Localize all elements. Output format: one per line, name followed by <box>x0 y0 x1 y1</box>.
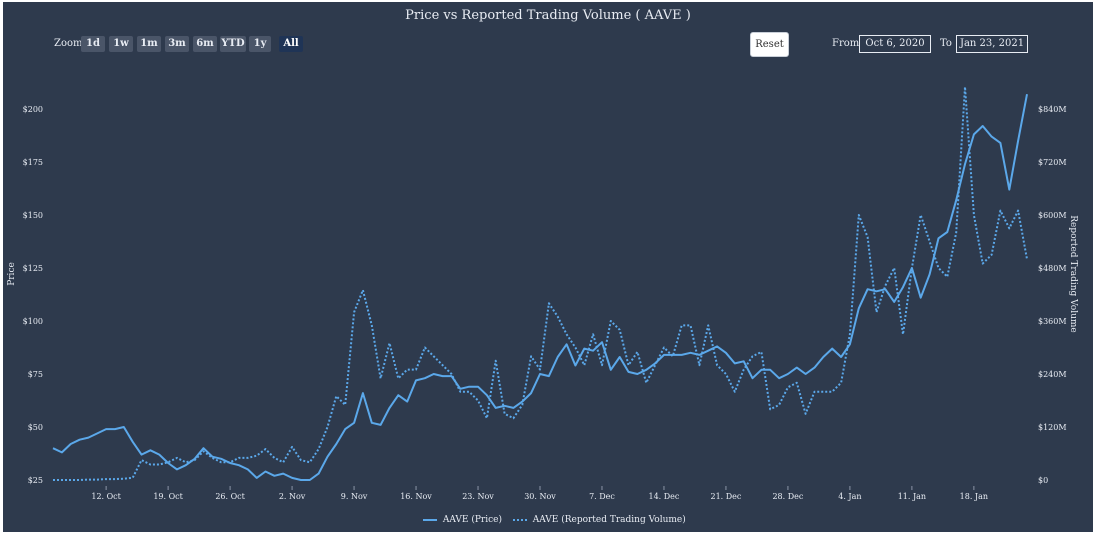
y-axis-left-title: Price <box>7 262 17 286</box>
y-right-tick-label: $720M <box>1038 158 1067 167</box>
y-axis-right-title: Reported Trading Volume <box>1068 215 1078 333</box>
x-tick-label: 30. Nov <box>524 492 556 501</box>
x-tick-label: 28. Dec <box>772 492 803 501</box>
y-left-tick-label: $50 <box>28 423 43 432</box>
zoom-button-3m[interactable]: 3m <box>165 36 189 52</box>
y-left-tick-label: $200 <box>23 105 43 114</box>
x-tick-label: 7. Dec <box>589 492 615 501</box>
y-left-tick-label: $100 <box>23 317 43 326</box>
zoom-button-1d[interactable]: 1d <box>81 36 105 52</box>
x-tick-label: 14. Dec <box>649 492 680 501</box>
x-tick-label: 21. Dec <box>710 492 741 501</box>
price-series-line[interactable] <box>52 94 1028 481</box>
x-tick-label: 16. Nov <box>400 492 432 501</box>
zoom-button-1y[interactable]: 1y <box>249 36 271 52</box>
volume-series-line[interactable] <box>53 85 1028 481</box>
y-left-tick-label: $150 <box>23 211 43 220</box>
legend-item-volume[interactable]: AAVE (Reported Trading Volume) <box>532 515 686 525</box>
y-right-tick-label: $360M <box>1038 317 1067 326</box>
legend-swatch-dotted <box>512 519 527 521</box>
y-right-tick-label: $240M <box>1038 370 1067 379</box>
x-tick-label: 4. Jan <box>838 492 861 501</box>
from-date-input[interactable]: Oct 6, 2020 <box>859 35 931 53</box>
reset-zoom-button[interactable]: Reset <box>750 32 789 57</box>
x-tick-label: 18. Jan <box>960 492 988 501</box>
to-label: To <box>940 38 952 49</box>
chart-container: $25 $50 $75 $100 $125 $150 $175 $200 $0 $120M $24… <box>3 2 1093 532</box>
y-right-tick-label: $600M <box>1038 211 1067 220</box>
y-left-tick-label: $125 <box>23 264 43 273</box>
x-tick-label: 11. Jan <box>898 492 926 501</box>
chart-title: Price vs Reported Trading Volume ( AAVE … <box>405 8 691 23</box>
legend-item-price[interactable]: AAVE (Price) <box>442 515 502 525</box>
y-left-tick-label: $175 <box>23 158 43 167</box>
y-right-tick-label: $480M <box>1038 264 1067 273</box>
x-tick-label: 26. Oct <box>215 492 245 501</box>
x-tick-label: 23. Nov <box>462 492 494 501</box>
zoom-button-1m[interactable]: 1m <box>137 36 161 52</box>
zoom-button-all[interactable]: All <box>279 36 303 52</box>
zoom-button-6m[interactable]: 6m <box>193 36 217 52</box>
legend-swatch-solid <box>423 519 437 521</box>
legend: AAVE (Price) AAVE (Reported Trading Volu… <box>423 515 686 526</box>
x-tick-label: 19. Oct <box>153 492 183 501</box>
y-left-tick-label: $25 <box>28 476 43 485</box>
zoom-button-1w[interactable]: 1w <box>109 36 133 52</box>
x-tick-label: 2. Nov <box>279 492 306 501</box>
chart-canvas: $25 $50 $75 $100 $125 $150 $175 $200 $0 $120M $24… <box>7 85 1078 501</box>
zoom-button-ytd[interactable]: YTD <box>220 36 246 52</box>
y-right-tick-label: $120M <box>1038 423 1067 432</box>
from-label: From <box>832 38 860 49</box>
x-tick-label: 12. Oct <box>91 492 121 501</box>
x-tick-label: 9. Nov <box>341 492 368 501</box>
y-right-tick-label: $0 <box>1038 476 1048 485</box>
zoom-label: Zoom <box>54 38 83 49</box>
to-date-input[interactable]: Jan 23, 2021 <box>956 35 1028 53</box>
y-left-tick-label: $75 <box>28 370 43 379</box>
y-right-tick-label: $840M <box>1038 105 1067 114</box>
